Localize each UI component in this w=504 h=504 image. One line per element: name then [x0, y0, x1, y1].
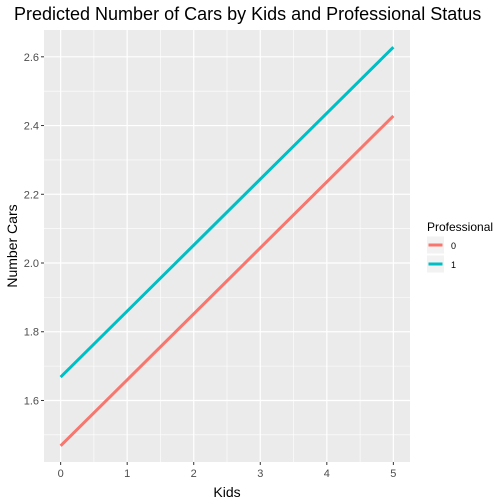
legend-label: 1 [451, 260, 456, 270]
x-tick-label: 3 [257, 468, 263, 480]
x-tick-label: 0 [58, 468, 64, 480]
series-lines [59, 46, 395, 447]
y-tick-labels: 1.6 1.8 2.0 2.2 2.4 2.6 [24, 52, 39, 408]
y-tick-label: 2.0 [24, 258, 39, 270]
legend: Professional 0 1 [427, 220, 493, 273]
x-tick-label: 4 [324, 468, 330, 480]
y-tick-label: 1.6 [24, 395, 39, 407]
x-tick-labels: 0 1 2 3 4 5 [58, 468, 397, 480]
y-axis: 1.6 1.8 2.0 2.2 2.4 2.6 Number Cars [4, 52, 44, 408]
x-tick-label: 1 [124, 468, 130, 480]
y-tick-label: 1.8 [24, 327, 39, 339]
x-axis-ticks [60, 462, 394, 465]
x-tick-label: 2 [191, 468, 197, 480]
y-axis-ticks [41, 56, 44, 401]
legend-label: 0 [451, 241, 456, 251]
x-axis-title: Kids [213, 484, 240, 500]
series-line-0 [59, 114, 395, 447]
chart-title: Predicted Number of Cars by Kids and Pro… [14, 4, 481, 24]
x-tick-label: 5 [390, 468, 396, 480]
series-line-1 [59, 46, 395, 379]
x-axis: 0 1 2 3 4 5 Kids [58, 462, 397, 500]
y-tick-label: 2.4 [24, 121, 39, 133]
y-tick-label: 2.2 [24, 189, 39, 201]
legend-title: Professional [427, 220, 493, 234]
y-axis-title: Number Cars [4, 204, 20, 287]
legend-keys [427, 236, 444, 273]
y-tick-label: 2.6 [24, 52, 39, 64]
